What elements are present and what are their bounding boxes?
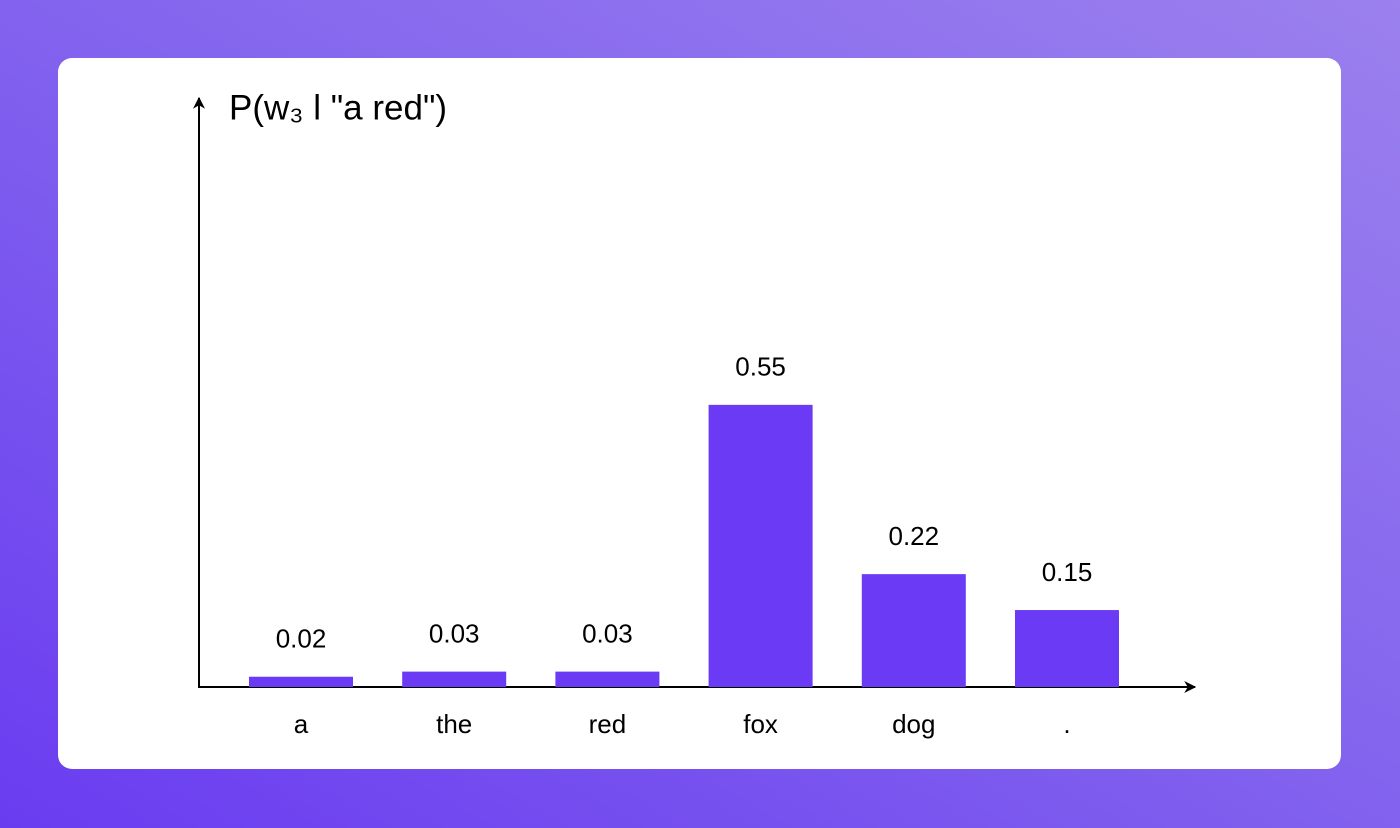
x-tick-label: . [1063, 709, 1070, 739]
bar [402, 671, 507, 687]
bar [249, 676, 353, 687]
x-tick-label: a [294, 709, 309, 739]
bar [708, 404, 813, 687]
value-label: 0.03 [582, 618, 633, 648]
x-tick-label: the [436, 709, 472, 739]
x-tick-label: dog [892, 709, 935, 739]
bar [555, 671, 660, 687]
x-tick-label: fox [743, 709, 778, 739]
card [58, 58, 1341, 769]
value-label: 0.03 [429, 618, 480, 648]
x-tick-label: red [589, 709, 627, 739]
bar [861, 574, 966, 687]
bar [1015, 610, 1119, 687]
value-label: 0.15 [1042, 557, 1093, 587]
value-label: 0.22 [888, 521, 939, 551]
value-label: 0.02 [276, 624, 327, 654]
axis-title: P(w₃ l "a red") [229, 88, 447, 127]
value-label: 0.55 [735, 352, 786, 382]
